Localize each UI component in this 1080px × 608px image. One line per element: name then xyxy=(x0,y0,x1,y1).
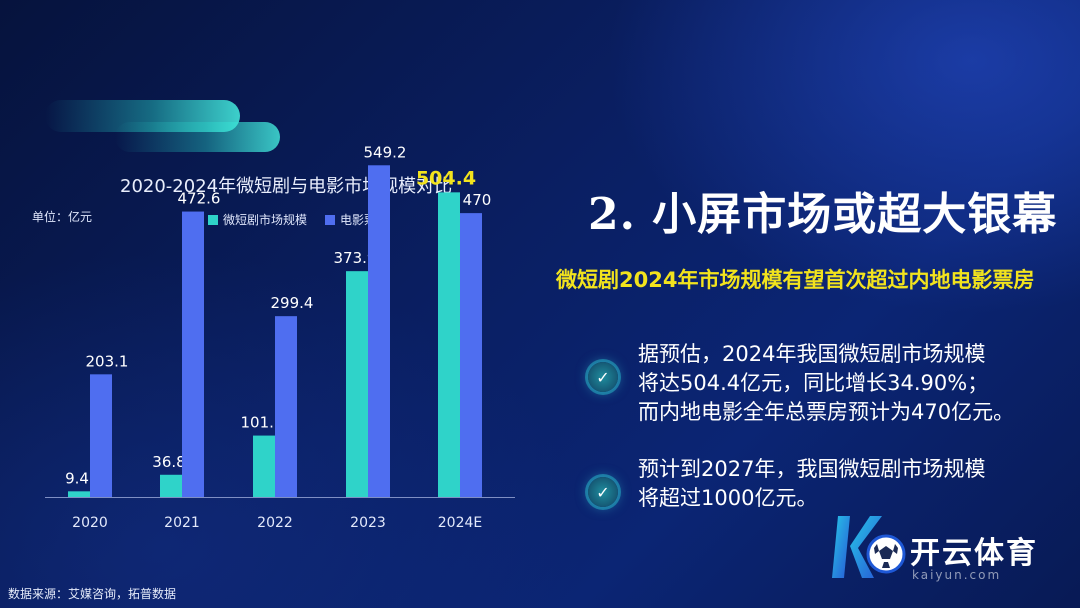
bar-box-office xyxy=(90,374,112,497)
decorative-pill xyxy=(115,122,280,152)
bar-micro-drama xyxy=(68,491,90,497)
bullet-line: 据预估，2024年我国微短剧市场规模 xyxy=(638,342,986,366)
check-circle-icon: ✓ xyxy=(588,477,618,507)
x-tick-label: 2022 xyxy=(257,515,293,531)
data-label: 299.4 xyxy=(271,294,314,312)
logo-url: kaiyun.com xyxy=(912,568,1002,582)
legend-swatch xyxy=(325,214,336,225)
bar-box-office xyxy=(460,213,482,497)
bullet-line: 预计到2027年，我国微短剧市场规模 xyxy=(638,457,986,481)
bullet-item: ✓ 据预估，2024年我国微短剧市场规模 将达504.4亿元，同比增长34.90… xyxy=(588,340,1014,427)
data-label: 36.8 xyxy=(152,453,185,471)
headline: 2. 小屏市场或超大银幕 xyxy=(588,189,1058,240)
check-circle-icon: ✓ xyxy=(588,362,618,392)
data-label: 472.6 xyxy=(178,190,221,208)
subheadline: 微短剧2024年市场规模有望首次超过内地电影票房 xyxy=(556,268,1035,292)
bar-box-office xyxy=(368,165,390,497)
bullet-line: 将达504.4亿元，同比增长34.90%； xyxy=(638,371,989,395)
logo-name: 开云体育 xyxy=(910,536,1038,571)
data-label: 470 xyxy=(463,191,492,209)
data-label: 549.2 xyxy=(364,143,407,161)
legend-swatch xyxy=(208,214,218,225)
data-label: 9.4 xyxy=(65,469,89,487)
x-tick-label: 2023 xyxy=(350,515,386,531)
data-label: 101.7 xyxy=(241,414,284,432)
data-label: 373.9 xyxy=(334,249,377,267)
legend-item-micro-drama: 微短剧市场规模 xyxy=(208,211,307,228)
bar-micro-drama xyxy=(253,435,275,497)
bullet-text: 预计到2027年，我国微短剧市场规模 将超过1000亿元。 xyxy=(638,455,985,513)
unit-label: 单位：亿元 xyxy=(32,210,93,224)
data-label: 203.1 xyxy=(86,352,129,370)
x-tick-label: 2024E xyxy=(438,515,482,531)
bullet-item: ✓ 预计到2027年，我国微短剧市场规模 将超过1000亿元。 xyxy=(588,455,985,513)
bar-box-office xyxy=(275,316,297,497)
legend-label: 微短剧市场规模 xyxy=(223,213,308,227)
x-tick-label: 2021 xyxy=(164,515,200,531)
bullet-line: 将超过1000亿元。 xyxy=(638,486,818,510)
bar-box-office xyxy=(182,211,204,497)
bar-micro-drama xyxy=(160,474,182,497)
x-tick-label: 2020 xyxy=(72,515,108,531)
data-label: 504.4 xyxy=(416,167,476,189)
bar-micro-drama xyxy=(438,192,460,497)
bullet-line: 而内地电影全年总票房预计为470亿元。 xyxy=(638,400,1015,424)
bar-micro-drama xyxy=(346,271,368,497)
bullet-text: 据预估，2024年我国微短剧市场规模 将达504.4亿元，同比增长34.90%；… xyxy=(638,340,1014,427)
data-source: 数据来源：艾媒咨询，拓普数据 xyxy=(8,587,177,601)
soccer-ball-logo xyxy=(832,516,906,578)
